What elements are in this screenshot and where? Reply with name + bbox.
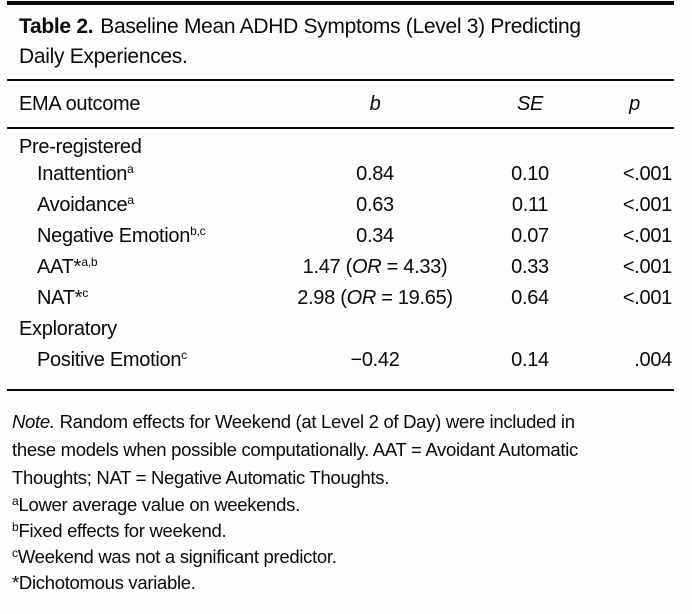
- dichotomous-marker: *: [74, 287, 83, 309]
- col-header-se: SE: [465, 81, 595, 129]
- header-row: EMA outcome b SE p: [7, 81, 674, 129]
- footnote-a: aLower average value on weekends.: [12, 494, 300, 515]
- results-table: EMA outcome b SE p Pre-registered Inatte…: [7, 81, 674, 376]
- se-value: 0.33: [511, 256, 549, 278]
- footnote-marker: a: [127, 162, 134, 176]
- se-value: 0.64: [511, 287, 549, 309]
- b-value: −0.42: [350, 349, 400, 371]
- table-row-aat: AAT*a,b 1.47 (OR = 4.33) 0.33 <.001: [7, 252, 674, 283]
- table-top-rule: [7, 1, 674, 5]
- se-value: 0.07: [511, 225, 549, 247]
- section-row-preregistered: Pre-registered: [7, 128, 674, 159]
- footnote-b-marker: b: [12, 520, 19, 534]
- se-value: 0.10: [511, 163, 549, 185]
- table-row-inattention: Inattentiona 0.84 0.10 <.001: [7, 159, 674, 190]
- col-header-ema-outcome: EMA outcome: [7, 81, 285, 129]
- se-value: 0.14: [511, 349, 549, 371]
- b-value: 0.84: [356, 163, 394, 185]
- se-value: 0.11: [511, 194, 549, 216]
- or-label: OR: [351, 256, 382, 278]
- footnote-a-marker: a: [12, 494, 19, 508]
- table-row-avoidance: Avoidancea 0.63 0.11 <.001: [7, 190, 674, 221]
- dichotomous-marker: *: [73, 256, 82, 278]
- col-header-b: b: [285, 81, 465, 129]
- footnote-marker: c: [181, 348, 187, 362]
- p-value: <.001: [622, 194, 672, 216]
- header-top-rule: [7, 79, 674, 81]
- b-value: 0.63: [356, 194, 394, 216]
- footnote-b: bFixed effects for weekend.: [12, 520, 227, 541]
- footnote-c-marker: c: [12, 546, 18, 560]
- b-value: 0.34: [356, 225, 394, 247]
- table-number-label: Table 2.: [19, 15, 94, 38]
- table-bottom-rule: [7, 389, 674, 391]
- row-label: NAT*c: [37, 286, 89, 309]
- table-title-line1: Baseline Mean ADHD Symptoms (Level 3) Pr…: [100, 15, 581, 38]
- table-row-positive-emotion: Positive Emotionc −0.42 0.14 .004: [7, 345, 674, 376]
- p-value: .004: [634, 349, 672, 371]
- row-label: Avoidancea: [37, 193, 134, 216]
- table-title: Table 2. Baseline Mean ADHD Symptoms (Lev…: [7, 12, 674, 72]
- b-value: 1.47 (OR = 4.33): [302, 256, 448, 278]
- table-row-nat: NAT*c 2.98 (OR = 19.65) 0.64 <.001: [7, 283, 674, 314]
- row-label: AAT*a,b: [37, 255, 98, 278]
- table-title-line2: Daily Experiences.: [19, 45, 188, 68]
- col-header-p: p: [595, 81, 674, 129]
- footnote-marker: c: [82, 286, 89, 300]
- row-label: Positive Emotionc: [37, 348, 187, 371]
- row-label: Negative Emotionb,c: [37, 224, 206, 247]
- note-label: Note.: [12, 411, 55, 432]
- p-value: <.001: [622, 287, 672, 309]
- footnote-marker: b,c: [190, 224, 206, 238]
- footnote-marker: a,b: [81, 255, 98, 269]
- p-value: <.001: [622, 256, 672, 278]
- section-row-exploratory: Exploratory: [7, 314, 674, 345]
- general-note: Note. Random effects for Weekend (at Lev…: [12, 411, 578, 488]
- b-value: 2.98 (OR = 19.65): [297, 287, 453, 309]
- section-label: Exploratory: [19, 318, 117, 340]
- section-label: Pre-registered: [19, 136, 142, 158]
- footnote-star: *Dichotomous variable.: [12, 572, 196, 593]
- footnote-c: cWeekend was not a significant predictor…: [12, 546, 337, 567]
- p-value: <.001: [622, 225, 672, 247]
- row-label: Inattentiona: [37, 162, 134, 185]
- or-label: OR: [346, 287, 377, 309]
- p-value: <.001: [622, 163, 672, 185]
- table-notes: Note. Random effects for Weekend (at Lev…: [7, 408, 674, 596]
- footnote-marker: a: [127, 193, 134, 207]
- table-row-negative-emotion: Negative Emotionb,c 0.34 0.07 <.001: [7, 221, 674, 252]
